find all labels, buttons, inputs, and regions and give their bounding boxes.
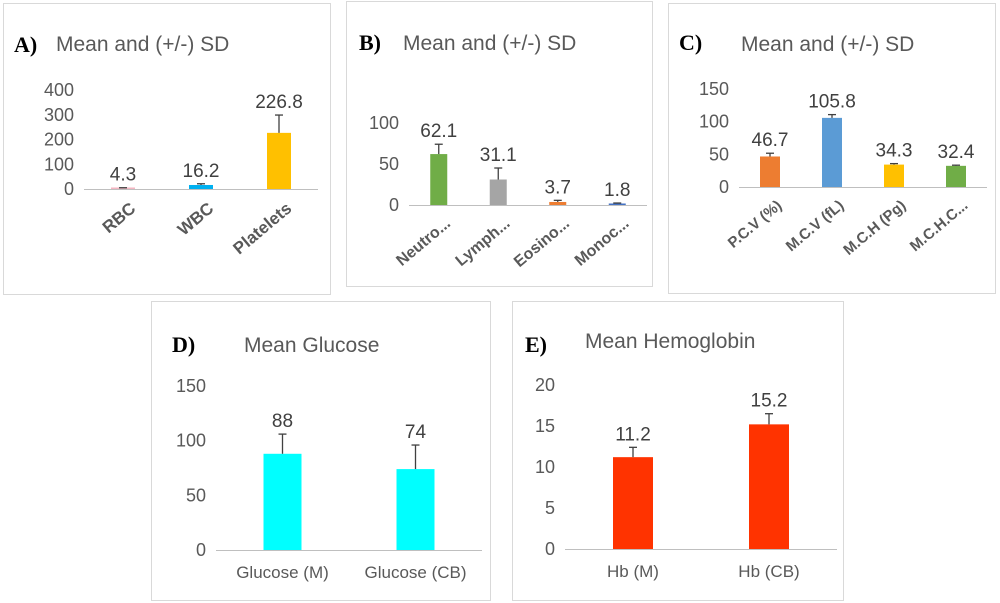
- bar: [946, 165, 966, 187]
- chart-plot: 0 5 10 15 20 11.2 Hb (M) 15.2 Hb (CB): [535, 375, 837, 581]
- bar: [396, 469, 435, 550]
- y-tick-label: 50: [379, 154, 399, 174]
- y-tick-label: 0: [196, 540, 206, 560]
- bar: [267, 132, 291, 189]
- x-tick-label: Glucose (CB): [364, 563, 466, 582]
- bar: [430, 154, 448, 205]
- data-label: 32.4: [938, 142, 975, 163]
- bar: [822, 117, 842, 187]
- data-label: 105.8: [808, 92, 856, 113]
- chart-title: Mean Glucose: [244, 334, 380, 357]
- y-tick-label: 20: [535, 375, 555, 395]
- x-tick-label: Hb (M): [607, 562, 659, 581]
- data-label: 31.1: [480, 145, 517, 166]
- data-label: 226.8: [255, 92, 303, 113]
- bar: [749, 424, 789, 549]
- y-tick-label: 10: [535, 457, 555, 477]
- chart-panel-a: A) Mean and (+/-) SD 0 100 200 300 400 4.3 RBC…: [3, 3, 331, 295]
- bar: [263, 453, 302, 550]
- y-tick-label: 5: [545, 498, 555, 518]
- bar: [608, 203, 626, 205]
- data-label: 74: [405, 422, 427, 443]
- data-label: 4.3: [110, 165, 136, 186]
- y-tick-label: 50: [186, 485, 206, 505]
- x-tick-label: M.C.H (Pg): [840, 197, 909, 259]
- y-tick-label: 0: [545, 539, 555, 559]
- x-tick-label: Neutro...: [393, 215, 454, 270]
- data-label: 3.7: [545, 177, 571, 198]
- y-tick-label: 50: [709, 144, 729, 164]
- x-tick-label: Glucose (M): [236, 563, 329, 582]
- y-tick-label: 100: [44, 154, 74, 174]
- y-tick-label: 0: [719, 177, 729, 197]
- chart-panel-b: B) Mean and (+/-) SD 0 50 100 62.1 Neutro...…: [346, 1, 653, 287]
- panel-label: E): [525, 332, 547, 357]
- chart-title: Mean and (+/-) SD: [741, 33, 915, 56]
- panel-label: B): [359, 30, 381, 55]
- data-label: 62.1: [420, 121, 457, 142]
- data-label: 1.8: [604, 180, 630, 201]
- data-label: 11.2: [615, 424, 651, 445]
- chart-title: Mean and (+/-) SD: [403, 32, 577, 55]
- panel-label: A): [14, 32, 38, 57]
- y-tick-label: 200: [44, 130, 74, 150]
- data-label: 88: [272, 411, 293, 432]
- y-tick-label: 100: [369, 113, 399, 133]
- y-tick-label: 100: [699, 112, 729, 132]
- y-tick-label: 300: [44, 105, 74, 125]
- chart-panel-e: E) Mean Hemoglobin 0 5 10 15 20 11.2 Hb (M) 15.…: [512, 301, 844, 601]
- x-tick-label: RBC: [99, 199, 139, 237]
- chart-panel-d: D) Mean Glucose 0 50 100 150 88 Glucose (M) 74…: [151, 301, 491, 601]
- y-tick-label: 0: [389, 195, 399, 215]
- data-label: 46.7: [752, 130, 789, 151]
- x-tick-label: M.C.H.C...: [907, 197, 972, 255]
- y-tick-label: 0: [64, 179, 74, 199]
- x-tick-label: Monoc...: [572, 215, 633, 270]
- chart-title: Mean Hemoglobin: [585, 330, 756, 353]
- y-tick-label: 400: [44, 80, 74, 100]
- y-tick-label: 100: [176, 431, 206, 451]
- y-tick-label: 150: [699, 79, 729, 99]
- chart-panel-c: C) Mean and (+/-) SD 0 50 100 150 46.7 P.C.V …: [668, 3, 996, 294]
- chart-plot: 0 50 100 150 46.7 P.C.V (%) 105.8 M.C.V (fL) 34.…: [699, 79, 987, 259]
- bar: [189, 184, 213, 189]
- bar: [549, 201, 567, 205]
- bar: [489, 179, 507, 205]
- x-tick-label: WBC: [174, 199, 217, 240]
- x-tick-label: M.C.V (fL): [783, 197, 848, 255]
- chart-plot: 0 50 100 150 88 Glucose (M) 74 Glucose (CB): [176, 376, 482, 582]
- data-label: 16.2: [183, 161, 220, 182]
- x-tick-label: P.C.V (%): [725, 197, 786, 252]
- x-tick-label: Lymph...: [453, 215, 514, 270]
- bar: [760, 156, 780, 187]
- x-tick-label: Eosino...: [511, 215, 573, 271]
- panel-label: C): [679, 30, 703, 55]
- chart-plot: 0 50 100 62.1 Neutro... 31.1 Lymph... 3.7 Eosino…: [369, 113, 647, 271]
- x-tick-label: Platelets: [229, 199, 295, 259]
- chart-plot: 0 100 200 300 400 4.3 RBC 16.2 WBC 226.8 Platelets: [44, 80, 318, 259]
- panel-label: D): [172, 332, 196, 357]
- y-tick-label: 15: [535, 416, 555, 436]
- y-tick-label: 150: [176, 376, 206, 396]
- bar: [613, 457, 653, 549]
- x-tick-label: Hb (CB): [738, 562, 799, 581]
- data-label: 34.3: [876, 141, 913, 162]
- data-label: 15.2: [751, 391, 788, 412]
- bar: [884, 164, 904, 187]
- chart-title: Mean and (+/-) SD: [56, 33, 230, 56]
